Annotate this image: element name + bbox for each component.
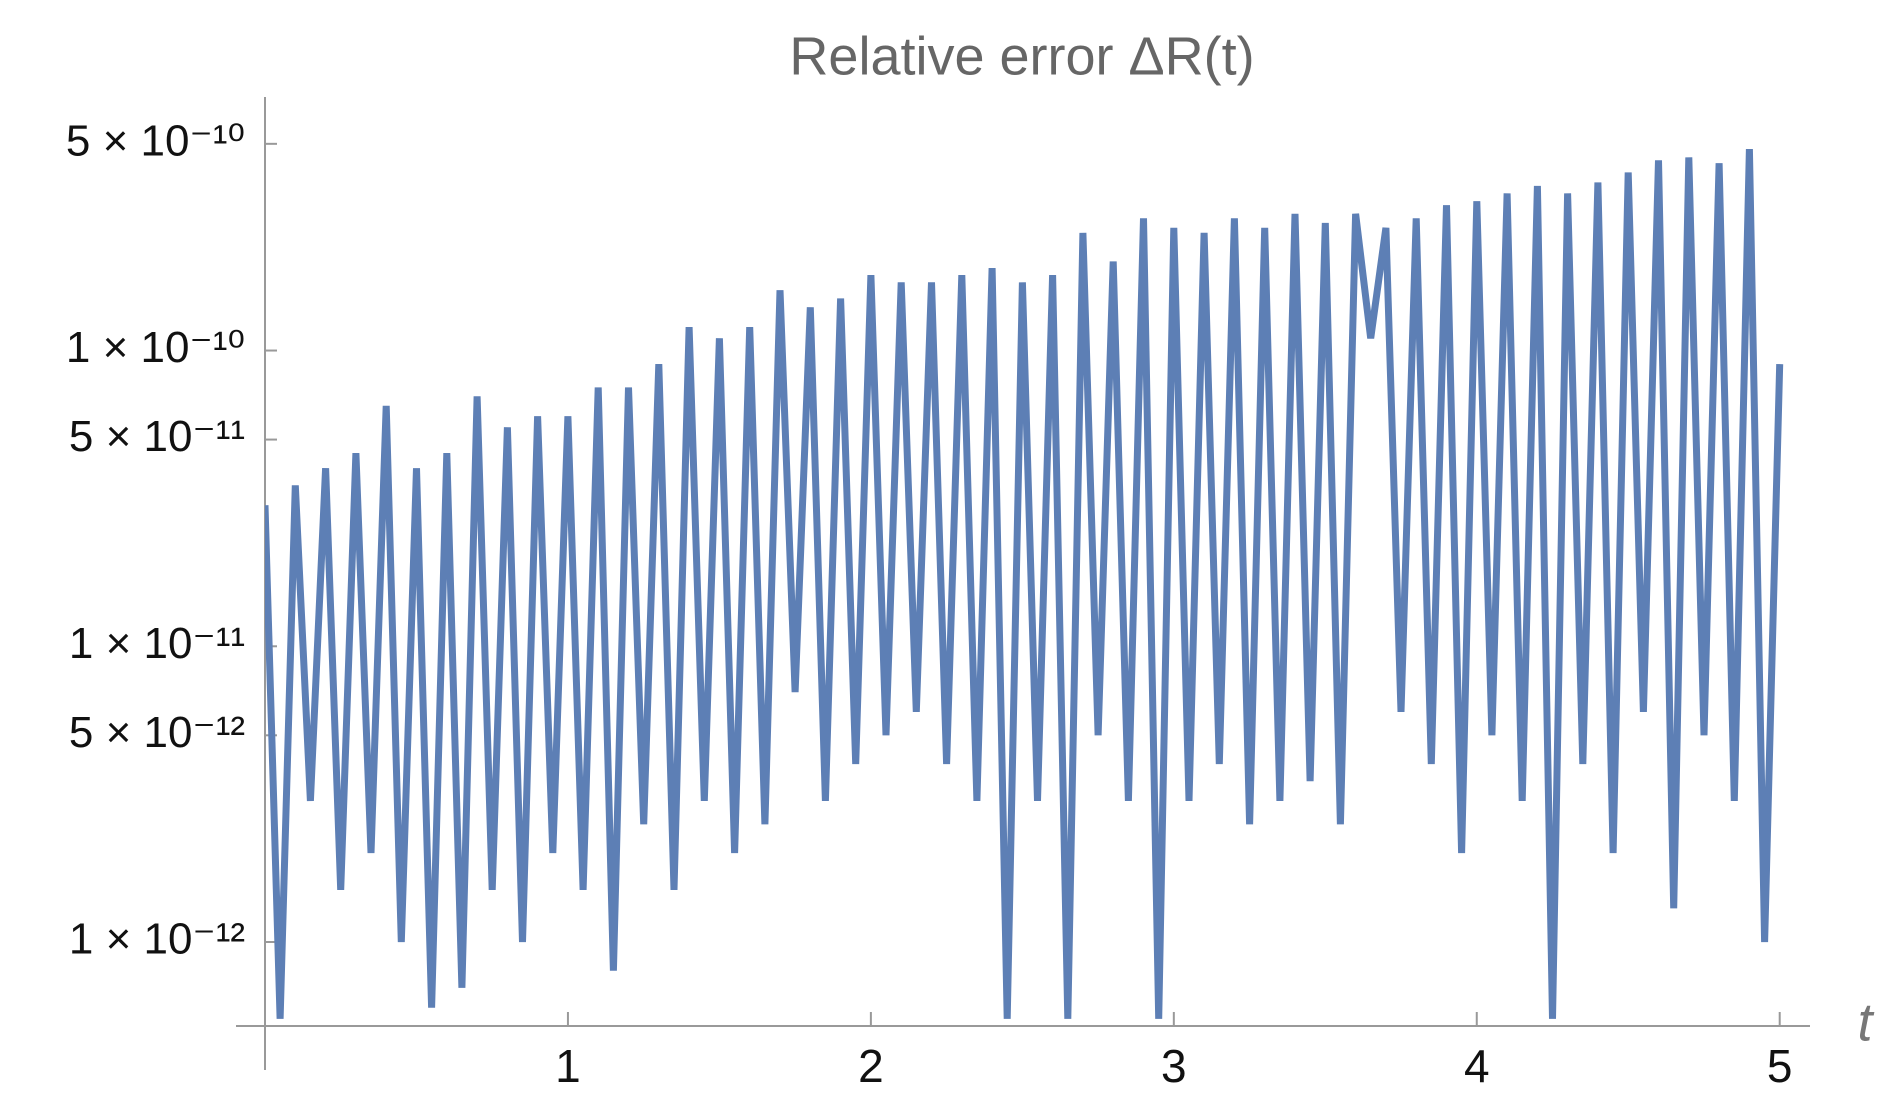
x-tick-label: 5 (1767, 1040, 1793, 1092)
x-tick-label: 1 (555, 1040, 581, 1092)
y-tick-label: 1 × 10⁻¹² (69, 915, 245, 964)
x-tick-label: 4 (1464, 1040, 1490, 1092)
y-tick-label: 1 × 10⁻¹⁰ (66, 323, 245, 372)
y-tick-label: 5 × 10⁻¹¹ (69, 412, 245, 461)
x-tick-label: 2 (858, 1040, 884, 1092)
y-tick-label: 5 × 10⁻¹² (69, 708, 245, 757)
y-tick-label: 1 × 10⁻¹¹ (69, 619, 245, 668)
y-tick-label: 5 × 10⁻¹⁰ (66, 116, 245, 165)
x-axis-label: t (1857, 992, 1874, 1052)
data-line (265, 149, 1784, 1019)
x-tick-label: 3 (1161, 1040, 1187, 1092)
chart-title: Relative error ΔR(t) (789, 26, 1254, 86)
